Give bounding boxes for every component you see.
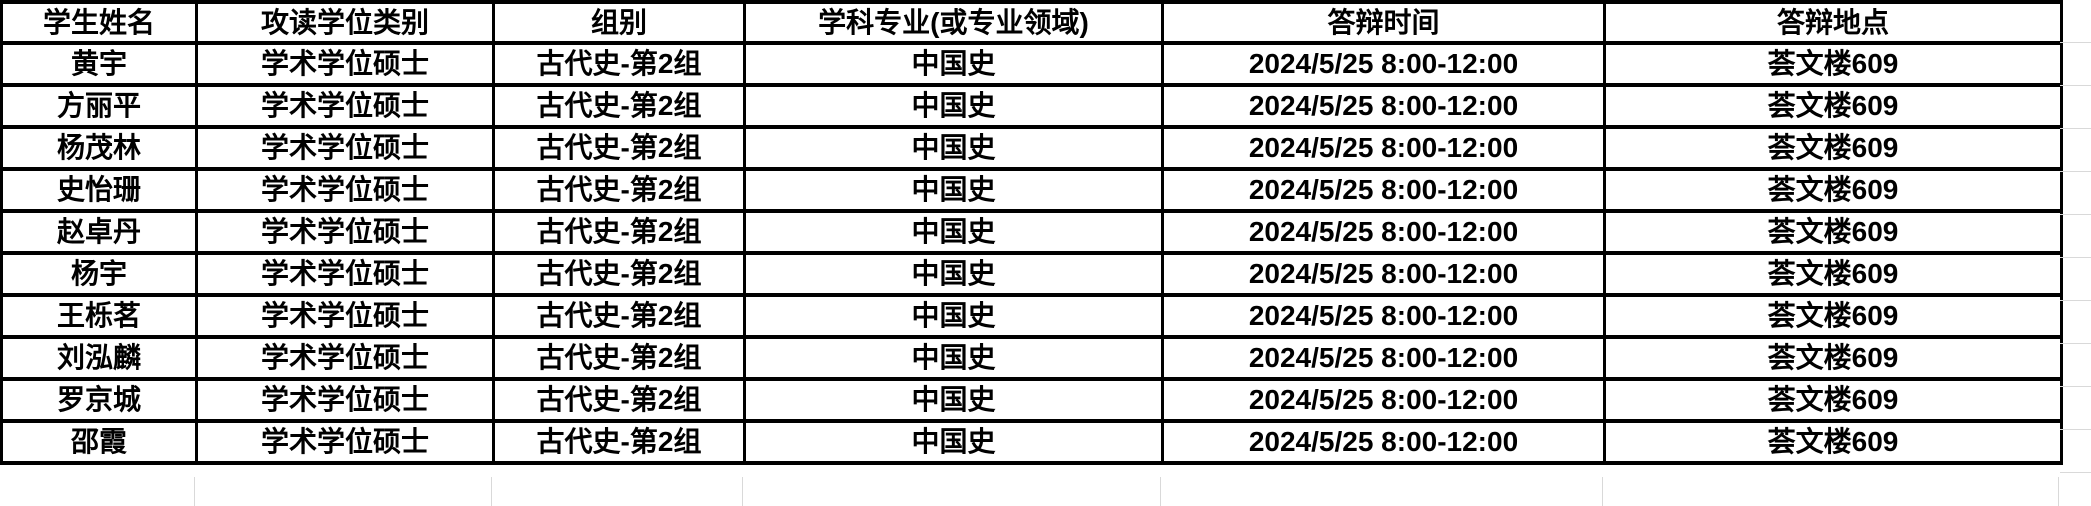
cell-time[interactable]: 2024/5/25 8:00-12:00: [1161, 167, 1606, 213]
cell-name[interactable]: 史怡珊: [0, 167, 198, 213]
column-header-defense-location[interactable]: 答辩地点: [1603, 0, 2063, 45]
cell-major[interactable]: 中国史: [743, 125, 1164, 171]
cell-major[interactable]: 中国史: [743, 335, 1164, 381]
cell-time[interactable]: 2024/5/25 8:00-12:00: [1161, 419, 1606, 465]
cell-major[interactable]: 中国史: [743, 377, 1164, 423]
cell-time[interactable]: 2024/5/25 8:00-12:00: [1161, 125, 1606, 171]
table-row: 杨宇 学术学位硕士 古代史-第2组 中国史 2024/5/25 8:00-12:00 荟文…: [0, 251, 2063, 297]
cell-group[interactable]: 古代史-第2组: [492, 419, 746, 465]
cell-time[interactable]: 2024/5/25 8:00-12:00: [1161, 83, 1606, 129]
cell-place[interactable]: 荟文楼609: [1603, 335, 2063, 381]
gridline: [1160, 477, 1161, 506]
cell-name[interactable]: 黄宇: [0, 41, 198, 87]
cell-time[interactable]: 2024/5/25 8:00-12:00: [1161, 293, 1606, 339]
cell-group[interactable]: 古代史-第2组: [492, 125, 746, 171]
table-header: 学生姓名 攻读学位类别 组别 学科专业(或专业领域) 答辩时间 答辩地点: [0, 0, 2063, 45]
cell-major[interactable]: 中国史: [743, 209, 1164, 255]
cell-degree[interactable]: 学术学位硕士: [195, 419, 495, 465]
table-row: 王栎茗 学术学位硕士 古代史-第2组 中国史 2024/5/25 8:00-12:00 荟…: [0, 293, 2063, 339]
cell-group[interactable]: 古代史-第2组: [492, 335, 746, 381]
cell-group[interactable]: 古代史-第2组: [492, 167, 746, 213]
cell-name[interactable]: 方丽平: [0, 83, 198, 129]
column-header-major[interactable]: 学科专业(或专业领域): [743, 0, 1164, 45]
table-row: 杨茂林 学术学位硕士 古代史-第2组 中国史 2024/5/25 8:00-12:00 荟…: [0, 125, 2063, 171]
column-header-defense-time[interactable]: 答辩时间: [1161, 0, 1606, 45]
cell-major[interactable]: 中国史: [743, 41, 1164, 87]
table-row: 刘泓麟 学术学位硕士 古代史-第2组 中国史 2024/5/25 8:00-12:00 荟…: [0, 335, 2063, 381]
cell-group[interactable]: 古代史-第2组: [492, 83, 746, 129]
cell-place[interactable]: 荟文楼609: [1603, 251, 2063, 297]
gridline: [742, 477, 743, 506]
cell-place[interactable]: 荟文楼609: [1603, 167, 2063, 213]
gridline: [1602, 477, 1603, 506]
cell-group[interactable]: 古代史-第2组: [492, 293, 746, 339]
cell-time[interactable]: 2024/5/25 8:00-12:00: [1161, 335, 1606, 381]
cell-degree[interactable]: 学术学位硕士: [195, 293, 495, 339]
cell-place[interactable]: 荟文楼609: [1603, 83, 2063, 129]
cell-name[interactable]: 刘泓麟: [0, 335, 198, 381]
cell-major[interactable]: 中国史: [743, 293, 1164, 339]
table-row: 赵卓丹 学术学位硕士 古代史-第2组 中国史 2024/5/25 8:00-12:00 荟…: [0, 209, 2063, 255]
cell-degree[interactable]: 学术学位硕士: [195, 251, 495, 297]
cell-name[interactable]: 邵霞: [0, 419, 198, 465]
empty-sheet-cells-right: [2060, 0, 2091, 506]
gridline: [2058, 477, 2059, 506]
cell-degree[interactable]: 学术学位硕士: [195, 41, 495, 87]
cell-major[interactable]: 中国史: [743, 251, 1164, 297]
table-row: 罗京城 学术学位硕士 古代史-第2组 中国史 2024/5/25 8:00-12:00 荟…: [0, 377, 2063, 423]
header-row: 学生姓名 攻读学位类别 组别 学科专业(或专业领域) 答辩时间 答辩地点: [0, 0, 2063, 45]
column-header-student-name[interactable]: 学生姓名: [0, 0, 198, 45]
cell-time[interactable]: 2024/5/25 8:00-12:00: [1161, 251, 1606, 297]
cell-major[interactable]: 中国史: [743, 83, 1164, 129]
cell-group[interactable]: 古代史-第2组: [492, 209, 746, 255]
cell-name[interactable]: 王栎茗: [0, 293, 198, 339]
cell-place[interactable]: 荟文楼609: [1603, 41, 2063, 87]
empty-sheet-cells-bottom: [0, 477, 2060, 506]
table-body: 黄宇 学术学位硕士 古代史-第2组 中国史 2024/5/25 8:00-12:00 荟文…: [0, 41, 2063, 465]
cell-degree[interactable]: 学术学位硕士: [195, 335, 495, 381]
cell-degree[interactable]: 学术学位硕士: [195, 83, 495, 129]
table-row: 史怡珊 学术学位硕士 古代史-第2组 中国史 2024/5/25 8:00-12:00 荟…: [0, 167, 2063, 213]
gridline: [491, 477, 492, 506]
cell-degree[interactable]: 学术学位硕士: [195, 125, 495, 171]
cell-group[interactable]: 古代史-第2组: [492, 377, 746, 423]
cell-name[interactable]: 罗京城: [0, 377, 198, 423]
cell-degree[interactable]: 学术学位硕士: [195, 377, 495, 423]
cell-major[interactable]: 中国史: [743, 167, 1164, 213]
defense-schedule-table: 学生姓名 攻读学位类别 组别 学科专业(或专业领域) 答辩时间 答辩地点 黄宇学…: [0, 0, 2063, 465]
column-header-group[interactable]: 组别: [492, 0, 746, 45]
table-row: 邵霞 学术学位硕士 古代史-第2组 中国史 2024/5/25 8:00-12:00 荟文…: [0, 419, 2063, 465]
cell-name[interactable]: 杨茂林: [0, 125, 198, 171]
cell-time[interactable]: 2024/5/25 8:00-12:00: [1161, 377, 1606, 423]
table-row: 黄宇 学术学位硕士 古代史-第2组 中国史 2024/5/25 8:00-12:00 荟文…: [0, 41, 2063, 87]
cell-major[interactable]: 中国史: [743, 419, 1164, 465]
cell-degree[interactable]: 学术学位硕士: [195, 209, 495, 255]
table-row: 方丽平 学术学位硕士 古代史-第2组 中国史 2024/5/25 8:00-12:00 荟…: [0, 83, 2063, 129]
cell-name[interactable]: 杨宇: [0, 251, 198, 297]
cell-group[interactable]: 古代史-第2组: [492, 251, 746, 297]
cell-group[interactable]: 古代史-第2组: [492, 41, 746, 87]
cell-place[interactable]: 荟文楼609: [1603, 209, 2063, 255]
cell-place[interactable]: 荟文楼609: [1603, 377, 2063, 423]
cell-place[interactable]: 荟文楼609: [1603, 293, 2063, 339]
cell-place[interactable]: 荟文楼609: [1603, 419, 2063, 465]
cell-time[interactable]: 2024/5/25 8:00-12:00: [1161, 209, 1606, 255]
cell-degree[interactable]: 学术学位硕士: [195, 167, 495, 213]
gridline: [194, 477, 195, 506]
column-header-degree-type[interactable]: 攻读学位类别: [195, 0, 495, 45]
cell-time[interactable]: 2024/5/25 8:00-12:00: [1161, 41, 1606, 87]
cell-name[interactable]: 赵卓丹: [0, 209, 198, 255]
cell-place[interactable]: 荟文楼609: [1603, 125, 2063, 171]
